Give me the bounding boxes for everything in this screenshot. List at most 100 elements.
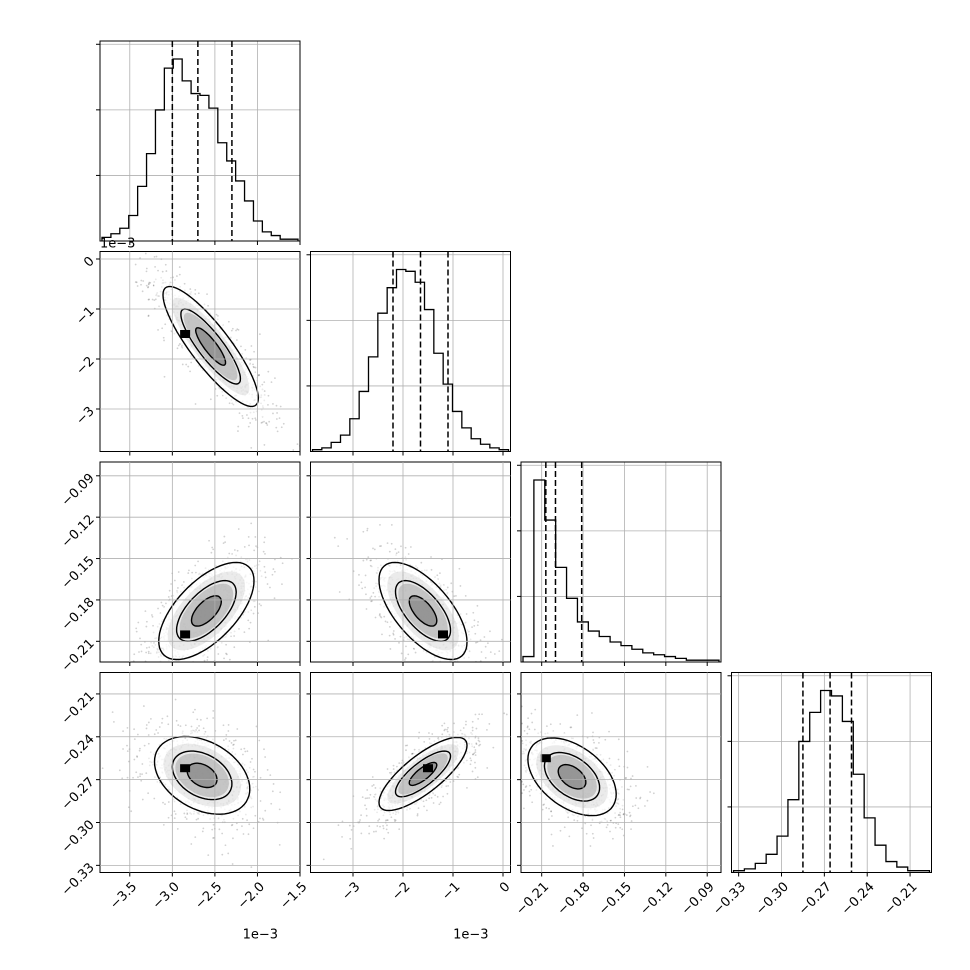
sample-point (374, 616, 377, 619)
sample-point (359, 819, 361, 821)
sample-point (469, 763, 472, 766)
sample-point (341, 820, 344, 823)
sample-point (492, 746, 495, 749)
sample-point (263, 536, 266, 539)
sample-point (365, 814, 368, 817)
sample-point (465, 720, 467, 723)
scatter-panel (310, 461, 511, 692)
sample-point (322, 858, 325, 861)
sample-point (147, 315, 150, 317)
sample-point (451, 681, 453, 683)
sample-point (133, 758, 136, 761)
sample-point (164, 323, 167, 326)
sample-point (369, 793, 372, 796)
sample-point (472, 611, 475, 614)
sample-point (203, 659, 206, 662)
sample-point (259, 800, 262, 802)
sample-point (477, 739, 480, 742)
sample-point (254, 536, 257, 538)
sample-point (372, 591, 375, 594)
sample-point (272, 783, 275, 785)
sample-point (199, 718, 202, 721)
sample-point (126, 727, 129, 729)
sample-point (215, 313, 218, 316)
sample-point (483, 667, 485, 669)
sample-point (154, 701, 156, 703)
sample-point (464, 595, 467, 597)
sample-point (494, 680, 496, 682)
sample-point (407, 653, 410, 656)
sample-point (484, 645, 487, 648)
sample-point (405, 749, 407, 752)
sample-point (234, 739, 237, 742)
sample-point (178, 273, 181, 276)
sample-point (376, 825, 379, 827)
sample-point (416, 813, 419, 815)
sample-point (446, 792, 449, 795)
sample-point (592, 731, 594, 734)
sample-point (258, 333, 261, 336)
sample-point (136, 755, 138, 758)
sample-point (379, 615, 382, 618)
sample-point (140, 779, 143, 782)
sample-point (606, 823, 609, 826)
sample-point (417, 807, 420, 810)
sample-point (165, 602, 167, 605)
sample-point (455, 594, 457, 597)
sample-point (365, 808, 368, 810)
sample-point (377, 819, 379, 822)
sample-point (145, 705, 147, 707)
sample-point (89, 206, 91, 208)
sample-point (265, 422, 268, 425)
sample-point (202, 666, 204, 668)
sample-point (139, 773, 142, 775)
sample-point (442, 795, 444, 798)
sample-point (368, 797, 370, 799)
sample-point (420, 561, 423, 564)
sample-point (254, 814, 257, 817)
sample-point (392, 630, 395, 632)
sample-point (425, 799, 428, 802)
sample-point (453, 595, 456, 598)
sample-point (404, 659, 406, 661)
contour-line (408, 595, 438, 627)
sample-point (263, 381, 266, 384)
sample-point (167, 596, 170, 598)
sample-point (267, 370, 270, 373)
sample-point (197, 817, 200, 820)
sample-point (148, 281, 151, 284)
sample-point (568, 835, 571, 838)
sample-point (267, 403, 269, 406)
sample-point (413, 748, 416, 751)
sample-point (392, 768, 395, 770)
sample-point (358, 584, 360, 587)
sample-point (541, 808, 544, 811)
sample-point (145, 772, 148, 775)
sample-point (366, 529, 369, 532)
sample-point (491, 749, 493, 751)
sample-point (232, 744, 235, 746)
sample-point (471, 626, 473, 629)
sample-point (154, 298, 157, 301)
sample-point (240, 748, 243, 751)
sample-point (180, 673, 182, 675)
sample-point (293, 457, 295, 459)
sample-point (631, 775, 634, 777)
sample-point (450, 582, 453, 585)
sample-point (379, 613, 381, 615)
sample-point (476, 776, 479, 779)
sample-point (194, 708, 196, 711)
sample-point (428, 797, 431, 800)
sample-point (189, 666, 191, 668)
sample-point (428, 737, 431, 740)
sample-point (433, 676, 435, 678)
sample-point (249, 422, 252, 424)
sample-point (150, 717, 152, 720)
sample-point (133, 653, 136, 656)
sample-point (175, 719, 178, 722)
sample-point (275, 418, 278, 420)
sample-point (475, 743, 478, 746)
sample-point (459, 664, 461, 666)
sample-point (492, 690, 494, 692)
sample-point (471, 770, 474, 773)
